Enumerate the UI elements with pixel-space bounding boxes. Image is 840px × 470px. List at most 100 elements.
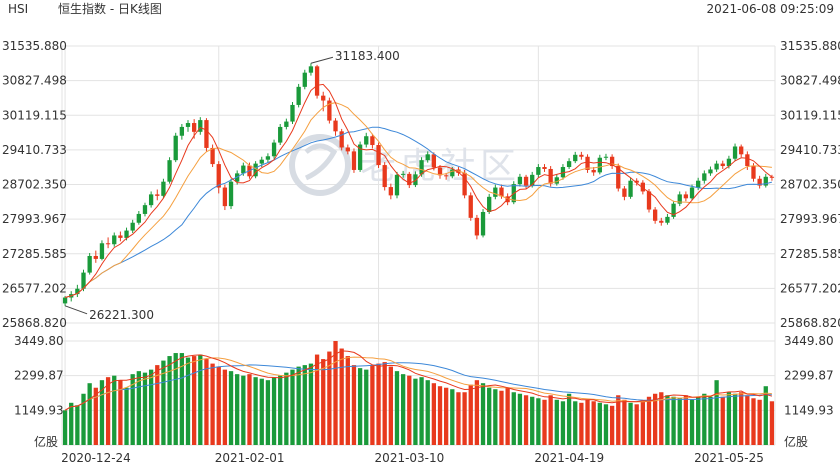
candle-body (622, 188, 627, 197)
annotations: 31183.400 26221.300 (64, 49, 400, 322)
volume-bar (241, 375, 246, 445)
volume-bar (652, 393, 658, 445)
volume-bar (659, 392, 664, 445)
candle-body (241, 165, 246, 174)
candle-body (720, 163, 725, 167)
candle-body (714, 163, 719, 170)
timestamp: 2021-06-08 09:25:09 (706, 2, 834, 16)
volume-bar (591, 401, 596, 445)
volume-bar (499, 390, 504, 445)
volume-bar (763, 386, 768, 445)
candle-body (480, 211, 486, 236)
candle-body (659, 220, 664, 223)
candle-body (130, 222, 135, 231)
candle-body (376, 145, 381, 166)
candle-body (628, 180, 633, 197)
candle-body (745, 154, 750, 167)
volume-bar (579, 402, 584, 445)
candle-body (327, 100, 332, 121)
candle-body (339, 131, 344, 148)
candle-body (296, 86, 301, 105)
volume-bar (364, 369, 369, 445)
volume-bar (665, 395, 670, 445)
volume-bar (185, 357, 191, 445)
price-tick-left: 25868.820 (2, 316, 67, 330)
volume-bar (155, 365, 160, 445)
volume-bar (456, 392, 461, 445)
candle-body (388, 187, 393, 196)
volume-bar (757, 399, 762, 445)
volume-bar (407, 375, 412, 445)
volume-bar (112, 375, 117, 445)
ma10-line (64, 102, 772, 298)
volume-bar (714, 380, 719, 445)
volume-bar (314, 354, 320, 445)
volume-bar (351, 365, 357, 445)
ma5-line (64, 83, 773, 298)
candle-body (351, 151, 357, 170)
candle-body (468, 195, 473, 218)
candle-body (652, 209, 658, 221)
candle-body (665, 216, 670, 223)
volume-tick-left: 2299.87 (14, 369, 64, 383)
symbol-label: HSI (8, 2, 29, 16)
price-tick-right: 30119.115 (780, 108, 840, 122)
volume-bar (148, 369, 154, 445)
volume-bar (284, 372, 289, 445)
volume-bar (370, 365, 375, 445)
low-pointer (64, 305, 88, 315)
candle-body (769, 176, 775, 178)
candle-body (677, 194, 682, 204)
candle-body (216, 164, 221, 188)
volume-bar (124, 387, 129, 445)
candle-body (265, 156, 271, 160)
candle-body (425, 154, 430, 161)
volume-bar (136, 371, 141, 445)
volume-bar (93, 387, 98, 445)
volume-bar (81, 393, 86, 445)
volume-bar (302, 365, 307, 445)
volume-bar (198, 354, 203, 445)
candle-body (530, 174, 535, 186)
volume-bar (413, 378, 418, 445)
price-tick-left: 27993.967 (2, 212, 67, 226)
chart-title: 恒生指数 - 日K线图 (58, 2, 162, 16)
volume-tick-right: 2299.87 (784, 369, 834, 383)
volume-bar (278, 375, 283, 445)
candle-body (284, 121, 289, 127)
volume-bar (431, 383, 437, 445)
volume-bar (444, 387, 449, 445)
volume-bar (511, 392, 516, 445)
candle-body (179, 126, 185, 136)
price-tick-left: 28702.350 (2, 178, 67, 192)
candle-body (732, 146, 738, 159)
candle-body (554, 177, 559, 184)
volume-unit-left: 亿股 (34, 434, 58, 449)
volume-bar (105, 377, 111, 445)
candle-body (566, 161, 572, 168)
candle-body (597, 157, 602, 173)
candles-group (62, 63, 775, 306)
volume-bar (290, 369, 295, 445)
volume-bar (689, 399, 695, 445)
volume-ma10-line (64, 356, 772, 411)
candle-body (185, 123, 191, 127)
price-tick-right: 28702.350 (780, 178, 840, 192)
volume-bar (462, 392, 467, 445)
volume-bar (708, 396, 713, 445)
price-tick-left: 27285.585 (2, 247, 67, 261)
volume-bar (517, 393, 523, 445)
candle-body (105, 243, 111, 245)
candle-body (634, 180, 639, 183)
candle-body (585, 156, 590, 170)
volume-bar (609, 405, 615, 445)
candle-body (370, 136, 375, 146)
volume-bar (235, 374, 240, 445)
volume-bar (548, 395, 553, 445)
volume-bar (474, 380, 480, 445)
candle-body (726, 158, 732, 167)
candle-body (394, 174, 400, 196)
volume-ma5-line (64, 350, 773, 411)
volume-bar (394, 371, 400, 445)
